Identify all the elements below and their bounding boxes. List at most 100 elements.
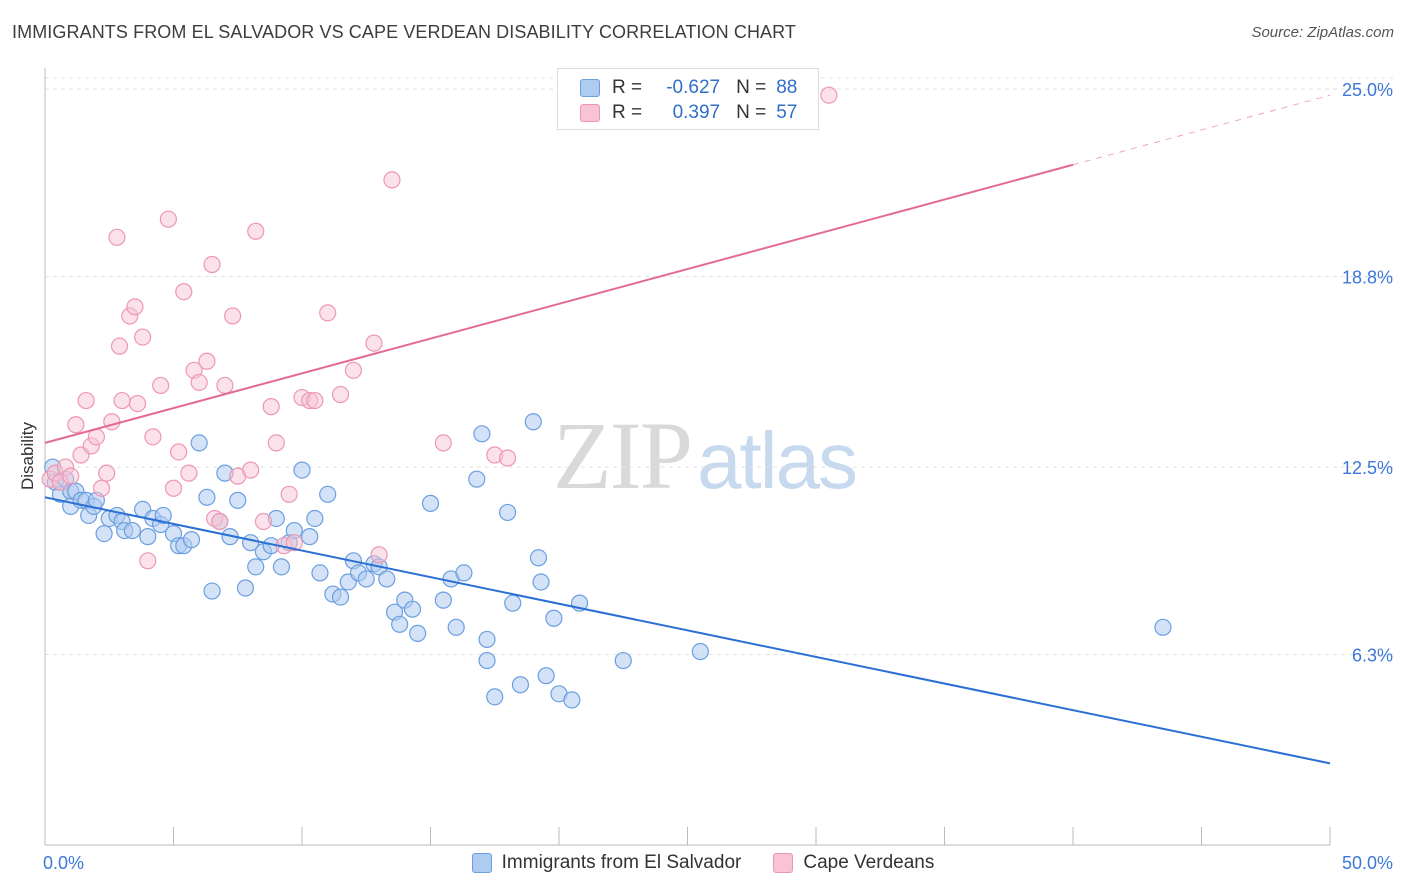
legend-swatch-blue [580, 79, 600, 97]
data-point-el-salvador [409, 624, 427, 642]
data-point-cape-verdean [344, 361, 362, 379]
data-point-el-salvador [272, 558, 291, 576]
data-point-cape-verdean [144, 428, 162, 446]
data-point-cape-verdean [77, 391, 95, 410]
data-point-el-salvador [391, 615, 409, 633]
data-point-el-salvador [421, 494, 440, 512]
legend-n-label: N = [736, 77, 767, 98]
data-point-el-salvador [614, 651, 632, 670]
data-point-el-salvador [319, 485, 337, 503]
data-point-el-salvador [1154, 618, 1172, 636]
data-point-el-salvador [301, 528, 319, 546]
data-point-el-salvador [236, 579, 255, 597]
data-point-cape-verdean [267, 434, 285, 452]
data-point-el-salvador [203, 582, 221, 600]
y-tick-label: 12.5% [1342, 458, 1393, 478]
data-point-el-salvador [139, 528, 157, 546]
data-point-el-salvador [198, 488, 216, 506]
legend-row-series-1: R = -0.627 N = 88 [580, 76, 797, 100]
data-point-cape-verdean [365, 334, 383, 352]
data-point-cape-verdean [254, 512, 273, 531]
data-point-cape-verdean [203, 255, 221, 274]
data-point-el-salvador [691, 642, 709, 661]
data-point-cape-verdean [224, 307, 242, 325]
series-swatch-pink [773, 853, 794, 873]
data-point-el-salvador [524, 413, 542, 431]
data-point-el-salvador [455, 564, 473, 582]
y-tick-label: 25.0% [1342, 80, 1393, 100]
data-point-cape-verdean [62, 467, 80, 485]
legend-row-series-2: R = 0.397 N = 57 [580, 101, 797, 125]
data-point-el-salvador [486, 688, 504, 706]
data-point-el-salvador [478, 651, 496, 670]
data-point-cape-verdean [242, 461, 260, 479]
data-point-cape-verdean [211, 512, 229, 531]
data-point-el-salvador [229, 491, 247, 509]
legend-n-value: 88 [776, 77, 798, 98]
data-point-cape-verdean [108, 228, 126, 246]
data-point-el-salvador [190, 434, 208, 452]
data-point-el-salvador [378, 570, 396, 588]
data-point-el-salvador [293, 461, 311, 479]
x-tick-label: 50.0% [1342, 853, 1393, 873]
data-point-el-salvador [537, 667, 555, 685]
watermark: ZIPatlas [553, 400, 858, 511]
series-legend-item-2: Cape Verdeans [773, 852, 934, 874]
data-point-el-salvador [478, 630, 496, 649]
data-point-el-salvador [434, 591, 452, 609]
legend-n-value: 57 [776, 102, 798, 123]
data-point-cape-verdean [128, 394, 147, 413]
data-point-el-salvador [563, 691, 581, 709]
data-point-el-salvador [504, 594, 522, 612]
data-point-cape-verdean [370, 546, 388, 564]
series-label-2: Cape Verdeans [803, 852, 935, 873]
data-point-cape-verdean [198, 352, 216, 370]
data-point-cape-verdean [98, 464, 116, 482]
data-point-cape-verdean [92, 479, 111, 497]
data-point-el-salvador [473, 425, 491, 443]
data-point-cape-verdean [67, 416, 85, 434]
data-point-cape-verdean [164, 479, 183, 497]
data-point-cape-verdean [285, 534, 303, 552]
chart-title: IMMIGRANTS FROM EL SALVADOR VS CAPE VERD… [12, 22, 797, 42]
data-point-el-salvador [499, 503, 517, 522]
legend-r-label: R = [612, 102, 643, 123]
data-point-cape-verdean [170, 443, 188, 461]
data-point-cape-verdean [280, 485, 298, 503]
data-point-cape-verdean [190, 373, 208, 392]
data-point-cape-verdean [331, 385, 350, 404]
data-point-cape-verdean [262, 398, 280, 416]
y-axis-label: Disability [18, 421, 37, 491]
data-point-el-salvador [95, 524, 113, 543]
data-point-el-salvador [468, 470, 486, 488]
data-point-cape-verdean [113, 391, 131, 410]
trend-line-el-salvador [44, 496, 1331, 765]
y-tick-label: 18.8% [1342, 268, 1393, 288]
trend-line-extension-cape-verdean [1072, 94, 1331, 166]
y-tick-label: 6.3% [1352, 646, 1393, 666]
data-point-cape-verdean [434, 434, 452, 452]
data-point-el-salvador [247, 558, 265, 576]
source-label: Source: ZipAtlas.com [1251, 24, 1394, 41]
watermark-atlas: atlas [697, 416, 858, 505]
data-point-el-salvador [447, 618, 465, 636]
data-point-el-salvador [311, 564, 329, 582]
data-point-cape-verdean [383, 171, 401, 189]
data-point-el-salvador [357, 570, 375, 588]
data-point-el-salvador [306, 509, 324, 528]
data-point-el-salvador [529, 549, 548, 567]
data-point-el-salvador [545, 609, 563, 627]
data-point-el-salvador [123, 521, 141, 540]
data-point-cape-verdean [499, 449, 517, 467]
data-point-el-salvador [511, 676, 530, 694]
series-legend: Immigrants from El Salvador Cape Verdean… [0, 852, 1406, 874]
legend-r-label: R = [612, 77, 643, 98]
data-point-cape-verdean [134, 328, 152, 346]
series-swatch-blue [471, 853, 492, 873]
data-point-cape-verdean [126, 298, 144, 316]
data-point-cape-verdean [175, 283, 193, 301]
data-point-cape-verdean [247, 222, 265, 240]
data-point-cape-verdean [319, 304, 337, 322]
correlation-legend: R = -0.627 N = 88 R = 0.397 N = 57 [557, 68, 819, 130]
